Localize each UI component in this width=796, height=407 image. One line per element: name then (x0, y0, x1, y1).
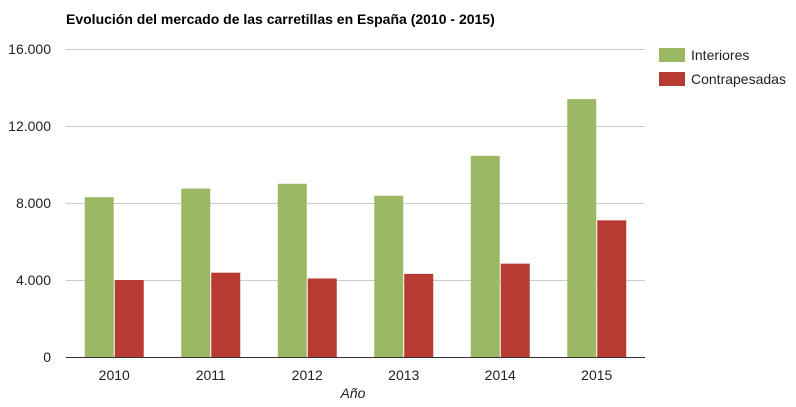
x-tick-label: 2011 (196, 367, 226, 383)
bar-contrapesadas-2010 (114, 280, 144, 357)
x-tick-label: 2010 (99, 367, 130, 383)
y-tick-label: 4.000 (16, 272, 51, 288)
bar-contrapesadas-2014 (500, 263, 530, 357)
bar-interiores-2012 (277, 183, 307, 357)
bar-interiores-2013 (374, 195, 404, 357)
bar-contrapesadas-2012 (307, 278, 337, 357)
x-tick-label: 2015 (581, 367, 612, 383)
legend-label: Interiores (691, 47, 749, 63)
bar-interiores-2014 (470, 155, 500, 357)
chart-title: Evolución del mercado de las carretillas… (66, 11, 495, 27)
bars (84, 99, 627, 358)
x-tick-label: 2013 (388, 367, 419, 383)
legend-swatch (659, 72, 685, 86)
bar-interiores-2011 (181, 188, 211, 357)
bar-interiores-2010 (84, 197, 114, 357)
x-axis-title: Año (340, 385, 366, 401)
legend: Interiores Contrapesadas (659, 47, 786, 87)
legend-label: Contrapesadas (691, 71, 786, 87)
bar-contrapesadas-2015 (597, 220, 627, 357)
gridlines (66, 49, 645, 281)
bar-interiores-2015 (567, 99, 597, 358)
y-tick-label: 16.000 (8, 41, 51, 57)
x-tick-label: 2014 (485, 367, 516, 383)
y-tick-label: 12.000 (8, 118, 51, 134)
bar-contrapesadas-2011 (211, 272, 241, 357)
y-tick-label: 8.000 (16, 195, 51, 211)
axes: 0 4.000 8.000 12.000 16.000 2010 2011 2012 2013 2… (8, 41, 645, 383)
bar-contrapesadas-2013 (404, 273, 434, 357)
x-tick-label: 2012 (292, 367, 323, 383)
legend-swatch (659, 48, 685, 62)
y-tick-label: 0 (43, 349, 51, 365)
